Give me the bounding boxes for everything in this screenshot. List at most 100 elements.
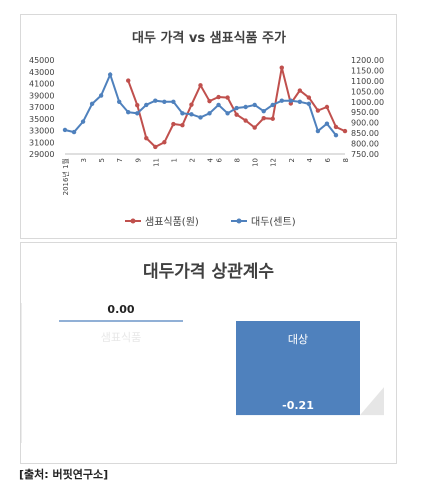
legend-label: 샘표식품(원) bbox=[145, 216, 199, 228]
bar-shadow bbox=[360, 387, 384, 416]
x-axis-tick-label: 12 bbox=[270, 158, 278, 167]
right-axis-tick-label: 950.00 bbox=[351, 108, 379, 117]
data-point bbox=[225, 111, 230, 116]
data-point bbox=[126, 110, 131, 115]
data-point bbox=[270, 102, 275, 108]
data-point bbox=[98, 93, 104, 98]
data-point bbox=[153, 98, 158, 103]
right-axis-tick-label: 1150.00 bbox=[351, 66, 384, 75]
correlation-chart-title: 대두가격 상관계수 bbox=[142, 262, 275, 282]
data-point bbox=[189, 102, 194, 107]
data-point bbox=[162, 99, 167, 104]
legend-marker bbox=[236, 218, 242, 224]
data-point bbox=[162, 140, 167, 145]
x-axis-tick-label: 8 bbox=[342, 158, 350, 162]
x-axis-tick-label: 5 bbox=[98, 158, 106, 162]
left-axis-tick-label: 35000 bbox=[29, 115, 54, 124]
x-axis-tick-label: 2 bbox=[288, 158, 296, 162]
bar-value-label: -0.21 bbox=[282, 399, 314, 412]
data-point bbox=[333, 133, 339, 138]
right-axis-tick-label: 800.00 bbox=[351, 140, 379, 149]
data-point bbox=[126, 78, 131, 83]
data-point bbox=[279, 98, 284, 103]
bar-daesang bbox=[236, 321, 360, 416]
x-axis-tick-label: 3 bbox=[80, 158, 88, 162]
data-point bbox=[207, 111, 212, 116]
line-chart-title: 대두 가격 vs 샘표식품 주가 bbox=[132, 30, 286, 46]
left-axis-tick-label: 41000 bbox=[29, 80, 54, 89]
right-axis-tick-label: 1000.00 bbox=[351, 98, 384, 107]
x-axis-tick-label: 6 bbox=[216, 157, 224, 162]
data-point bbox=[297, 99, 303, 104]
right-axis-tick-label: 850.00 bbox=[351, 129, 379, 138]
bar-category-label: 샘표식품 bbox=[101, 331, 141, 344]
data-point bbox=[306, 95, 312, 100]
data-point bbox=[270, 116, 275, 121]
data-point bbox=[144, 102, 149, 108]
x-axis-tick-label: 1 bbox=[170, 158, 178, 162]
x-axis-tick-label: 2 bbox=[188, 158, 196, 162]
right-axis-tick-label: 750.00 bbox=[351, 150, 379, 159]
data-point bbox=[198, 115, 203, 120]
left-axis-tick-label: 43000 bbox=[29, 68, 54, 77]
data-point bbox=[279, 65, 284, 70]
data-point bbox=[261, 115, 266, 121]
data-point bbox=[207, 98, 212, 104]
data-point bbox=[297, 88, 303, 93]
data-point bbox=[261, 108, 266, 114]
data-point bbox=[243, 118, 248, 123]
x-axis-tick-label: 9 bbox=[134, 158, 142, 162]
left-axis-tick-label: 33000 bbox=[29, 127, 54, 136]
x-axis-tick-label: 2016년 1월 bbox=[61, 158, 70, 195]
x-axis-tick-label: 8 bbox=[234, 158, 242, 162]
x-axis-tick-label: 4 bbox=[306, 157, 314, 162]
data-point bbox=[62, 127, 68, 133]
bar-value-label: 0.00 bbox=[107, 303, 134, 316]
correlation-chart-panel: 대두가격 상관계수 0.00 샘표식품 -0.21 대상 bbox=[20, 242, 397, 464]
data-point bbox=[89, 101, 95, 107]
data-point bbox=[153, 144, 158, 150]
correlation-bar-chart: 0.00 샘표식품 -0.21 대상 bbox=[21, 303, 384, 443]
data-point bbox=[198, 83, 203, 88]
data-point bbox=[171, 99, 176, 104]
data-point bbox=[180, 123, 185, 128]
bar-category-label: 대상 bbox=[288, 333, 308, 346]
data-point bbox=[234, 105, 239, 111]
data-point bbox=[306, 101, 312, 107]
data-point bbox=[243, 104, 248, 110]
right-axis-tick-label: 1100.00 bbox=[351, 77, 384, 86]
data-point bbox=[324, 121, 330, 126]
data-point bbox=[252, 102, 257, 108]
left-axis-tick-label: 37000 bbox=[29, 103, 54, 112]
data-point bbox=[171, 121, 176, 127]
data-point bbox=[333, 124, 339, 130]
data-point bbox=[315, 108, 321, 113]
data-point bbox=[107, 72, 113, 77]
data-point bbox=[288, 98, 294, 103]
price-comparison-chart-panel: 대두 가격 vs 샘표식품 주가 45000 43000 41000 39000 3700… bbox=[20, 14, 397, 239]
left-axis-tick-label: 39000 bbox=[29, 91, 54, 100]
data-point bbox=[216, 102, 221, 108]
x-axis-tick-label: 4 bbox=[207, 157, 215, 162]
data-point bbox=[216, 94, 221, 100]
data-point bbox=[144, 135, 149, 141]
x-axis-tick-label: 7 bbox=[116, 158, 124, 162]
left-axis-tick-label: 31000 bbox=[29, 138, 54, 147]
legend-marker bbox=[130, 218, 136, 224]
data-point bbox=[324, 104, 330, 110]
x-axis-tick-label: 10 bbox=[252, 158, 260, 167]
right-axis-tick-label: 1050.00 bbox=[351, 87, 384, 96]
data-point bbox=[234, 112, 239, 117]
right-axis-tick-label: 900.00 bbox=[351, 119, 379, 128]
data-point bbox=[225, 95, 230, 100]
source-caption: [출처: 버핏연구소] bbox=[19, 468, 109, 481]
data-point bbox=[135, 103, 140, 108]
right-axis-tick-label: 1200.00 bbox=[351, 56, 384, 65]
data-point bbox=[71, 129, 77, 135]
data-point bbox=[189, 112, 194, 117]
data-point bbox=[180, 111, 185, 116]
data-point bbox=[252, 125, 257, 130]
data-point bbox=[342, 128, 348, 134]
x-axis-tick-label: 6 bbox=[324, 157, 332, 162]
x-axis-tick-label: 11 bbox=[152, 158, 160, 167]
